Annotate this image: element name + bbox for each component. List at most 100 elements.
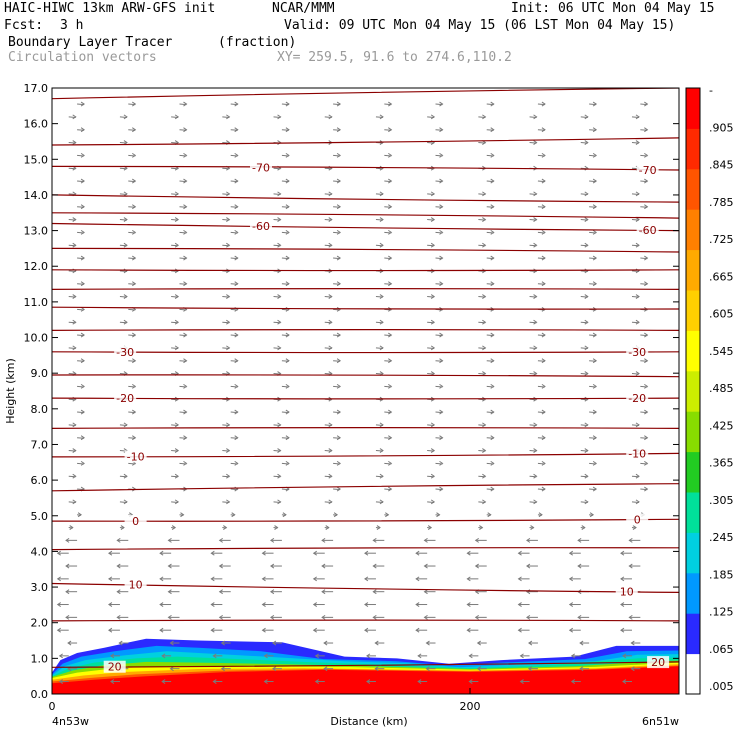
contour-label-bg [636, 163, 659, 176]
vector-arrow [366, 679, 376, 684]
plot-area [52, 88, 679, 694]
vector-arrow [77, 409, 85, 415]
vector-arrow [620, 550, 632, 556]
vector-arrow [478, 217, 487, 222]
vector-arrow [486, 127, 495, 133]
vector-arrow [68, 345, 77, 351]
vector-arrow [179, 101, 188, 107]
x-tick-label: 0 [49, 700, 56, 713]
colorbar-label: .005 [709, 680, 734, 693]
vector-arrow [474, 614, 487, 620]
vector-arrow [640, 332, 649, 338]
vector-arrow [212, 679, 223, 684]
vector-arrow [384, 332, 393, 338]
vector-arrow [171, 217, 180, 222]
vector-arrow [466, 602, 479, 607]
colorbar-segment [686, 330, 700, 372]
vector-arrow [56, 602, 69, 607]
vector-arrow [529, 345, 538, 351]
vector-arrow [118, 640, 129, 646]
contour-line [52, 269, 679, 272]
vector-arrow [324, 294, 333, 299]
vector-arrow [119, 499, 128, 505]
vector-arrow [640, 358, 649, 364]
vector-arrow [384, 281, 393, 287]
vector-arrow [589, 383, 598, 389]
vector-arrow [375, 191, 384, 197]
vector-arrow [570, 653, 581, 659]
left-endpoint-label: 4n53w [52, 715, 89, 728]
vector-arrow [486, 332, 495, 338]
vector-arrow [537, 127, 546, 133]
vector-arrow [375, 114, 384, 120]
colorbar-label: .245 [709, 531, 734, 544]
vector-arrow [273, 422, 282, 428]
vector-arrow [478, 499, 487, 505]
vector-arrow [324, 114, 333, 120]
vector-arrow [222, 345, 231, 351]
vector-arrow [474, 537, 487, 543]
colorbar-label: .365 [709, 457, 734, 470]
vector-arrow [474, 563, 487, 569]
vector-arrow [77, 306, 85, 312]
y-tick-label: 17.0 [24, 82, 49, 95]
vector-arrow [364, 550, 376, 556]
vector-arrow [435, 383, 444, 389]
contour-label-bg [636, 224, 659, 237]
vector-arrow [273, 345, 282, 351]
vector-arrow [580, 191, 589, 197]
vector-arrow [384, 255, 393, 261]
contour-label-bg [626, 392, 649, 405]
vector-arrow [486, 383, 495, 389]
vector-arrow [269, 589, 282, 595]
vector-arrow [324, 345, 333, 351]
vector-arrow [640, 460, 649, 466]
vector-arrow [640, 101, 649, 107]
vector-arrow [580, 242, 589, 248]
vector-arrow [580, 525, 586, 530]
vector-arrow [159, 550, 172, 556]
temperature-contours [52, 88, 679, 668]
y-tick-label: 10.0 [24, 332, 49, 345]
vector-arrow [384, 460, 393, 466]
vector-arrow [631, 525, 637, 530]
y-tick-label: 3.0 [31, 581, 49, 594]
vector-arrow [119, 242, 128, 248]
vector-arrow [333, 152, 342, 158]
vector-arrow [517, 627, 530, 633]
vector-arrow [423, 537, 436, 543]
vector-arrow [372, 614, 385, 620]
vector-arrow [58, 653, 69, 659]
vector-arrow [415, 602, 428, 607]
vector-arrow [631, 217, 640, 222]
colorbar-segment [686, 370, 700, 412]
vector-arrow [68, 422, 77, 428]
vector-arrow [333, 178, 342, 184]
vector-arrow [273, 319, 282, 325]
contour-label-bg [250, 161, 272, 174]
vector-arrow [210, 550, 223, 556]
vector-arrow [333, 101, 342, 107]
contour-line [52, 619, 679, 622]
vector-arrow [281, 435, 290, 441]
vector-arrow [128, 332, 137, 338]
vector-arrow [577, 563, 590, 569]
vector-arrow [161, 653, 172, 659]
vector-arrow [486, 486, 495, 492]
vector-arrow [218, 537, 231, 543]
vector-arrow [179, 204, 188, 210]
vector-arrow [478, 114, 487, 120]
vector-arrow [128, 281, 137, 287]
vector-arrow [218, 614, 231, 620]
vector-arrow [372, 537, 385, 543]
vector-arrow [478, 319, 487, 325]
colorbar-segment [686, 249, 700, 291]
vector-arrow [631, 319, 640, 325]
vector-arrow [65, 589, 78, 595]
vector-arrow [486, 435, 495, 441]
vector-arrow [179, 383, 188, 389]
vector-arrow [108, 627, 120, 633]
vector-arrow [435, 152, 444, 158]
contour-label: 20 [108, 661, 122, 674]
vector-arrow [631, 294, 640, 299]
